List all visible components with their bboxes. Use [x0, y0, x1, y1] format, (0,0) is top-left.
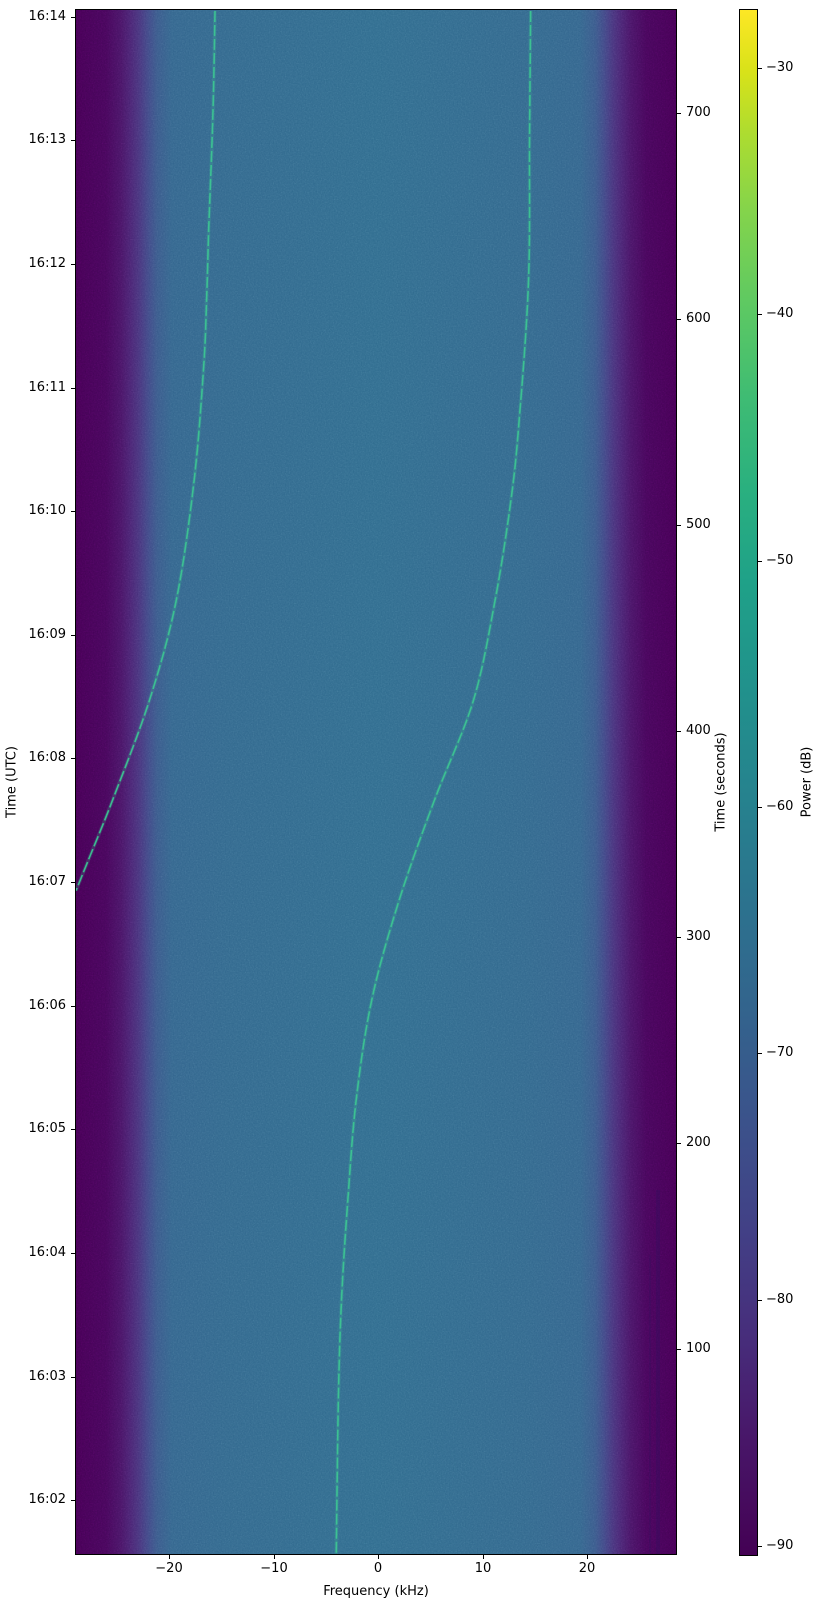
- x-tick-label: −10: [260, 1561, 288, 1576]
- colorbar-tick-label: −30: [766, 60, 794, 75]
- right-y-tick-label: 600: [686, 311, 711, 326]
- x-tick-mark: [483, 1555, 484, 1559]
- right-y-tick-mark: [677, 1143, 681, 1144]
- left-y-tick-label: 16:04: [28, 1245, 66, 1260]
- right-y-tick-mark: [677, 1349, 681, 1350]
- colorbar-tick-mark: [758, 1546, 762, 1547]
- colorbar-tick-label: −50: [766, 553, 794, 568]
- x-tick-mark: [378, 1555, 379, 1559]
- left-y-tick-label: 16:14: [28, 9, 66, 24]
- left-y-tick-mark: [71, 140, 75, 141]
- right-y-tick-mark: [677, 937, 681, 938]
- left-y-tick-mark: [71, 1129, 75, 1130]
- colorbar-tick-label: −60: [766, 799, 794, 814]
- colorbar-tick-label: −90: [766, 1538, 794, 1553]
- faint-artifact-streak: [656, 1190, 660, 1554]
- left-y-tick-label: 16:10: [28, 503, 66, 518]
- colorbar-tick-label: −70: [766, 1045, 794, 1060]
- left-y-tick-mark: [71, 1500, 75, 1501]
- right-y-tick-mark: [677, 113, 681, 114]
- left-y-tick-label: 16:06: [28, 998, 66, 1013]
- left-y-tick-mark: [71, 17, 75, 18]
- left-y-tick-mark: [71, 264, 75, 265]
- x-tick-label: 10: [474, 1561, 492, 1576]
- right-y-tick-label: 700: [686, 105, 711, 120]
- x-tick-mark: [587, 1555, 588, 1559]
- left-y-tick-mark: [71, 511, 75, 512]
- left-y-tick-label: 16:09: [28, 627, 66, 642]
- right-y-tick-label: 100: [686, 1341, 711, 1356]
- x-tick-label: −20: [155, 1561, 183, 1576]
- colorbar-tick-mark: [758, 1053, 762, 1054]
- y-axis-title-right: Time (seconds): [713, 732, 729, 832]
- left-y-tick-mark: [71, 882, 75, 883]
- left-y-tick-mark: [71, 388, 75, 389]
- right-y-tick-mark: [677, 319, 681, 320]
- colorbar-tick-mark: [758, 561, 762, 562]
- left-y-tick-label: 16:03: [28, 1369, 66, 1384]
- x-tick-mark: [274, 1555, 275, 1559]
- left-y-tick-label: 16:07: [28, 874, 66, 889]
- x-axis-title: Frequency (kHz): [323, 1584, 429, 1599]
- doppler-trace-right: [335, 11, 532, 1554]
- colorbar-tick-label: −80: [766, 1292, 794, 1307]
- left-y-tick-label: 16:12: [28, 256, 66, 271]
- right-y-tick-label: 400: [686, 723, 711, 738]
- colorbar-tick-mark: [758, 68, 762, 69]
- right-y-tick-mark: [677, 731, 681, 732]
- x-tick-mark: [169, 1555, 170, 1559]
- colorbar: [739, 9, 758, 1556]
- right-y-tick-mark: [677, 525, 681, 526]
- spectrogram-canvas: [76, 10, 676, 1554]
- left-y-tick-mark: [71, 1006, 75, 1007]
- left-y-tick-label: 16:05: [28, 1121, 66, 1136]
- doppler-trace-left: [76, 11, 216, 891]
- colorbar-tick-mark: [758, 1300, 762, 1301]
- left-y-tick-mark: [71, 1253, 75, 1254]
- noise-speckle-overlay: [76, 10, 676, 1554]
- left-y-tick-label: 16:08: [28, 750, 66, 765]
- right-y-tick-label: 300: [686, 929, 711, 944]
- right-y-tick-label: 500: [686, 517, 711, 532]
- left-y-tick-label: 16:13: [28, 132, 66, 147]
- right-y-tick-label: 200: [686, 1135, 711, 1150]
- faint-artifact-streak: [649, 1255, 651, 1554]
- colorbar-tick-mark: [758, 807, 762, 808]
- colorbar-tick-label: −40: [766, 306, 794, 321]
- spectrogram-plot-area: [75, 9, 677, 1555]
- colorbar-tick-mark: [758, 314, 762, 315]
- colorbar-title: Power (dB): [799, 746, 815, 818]
- left-y-tick-mark: [71, 758, 75, 759]
- left-y-tick-mark: [71, 1377, 75, 1378]
- left-y-tick-label: 16:02: [28, 1492, 66, 1507]
- left-y-tick-mark: [71, 635, 75, 636]
- x-tick-label: 0: [373, 1561, 383, 1576]
- left-y-tick-label: 16:11: [28, 380, 66, 395]
- x-tick-label: 20: [578, 1561, 596, 1576]
